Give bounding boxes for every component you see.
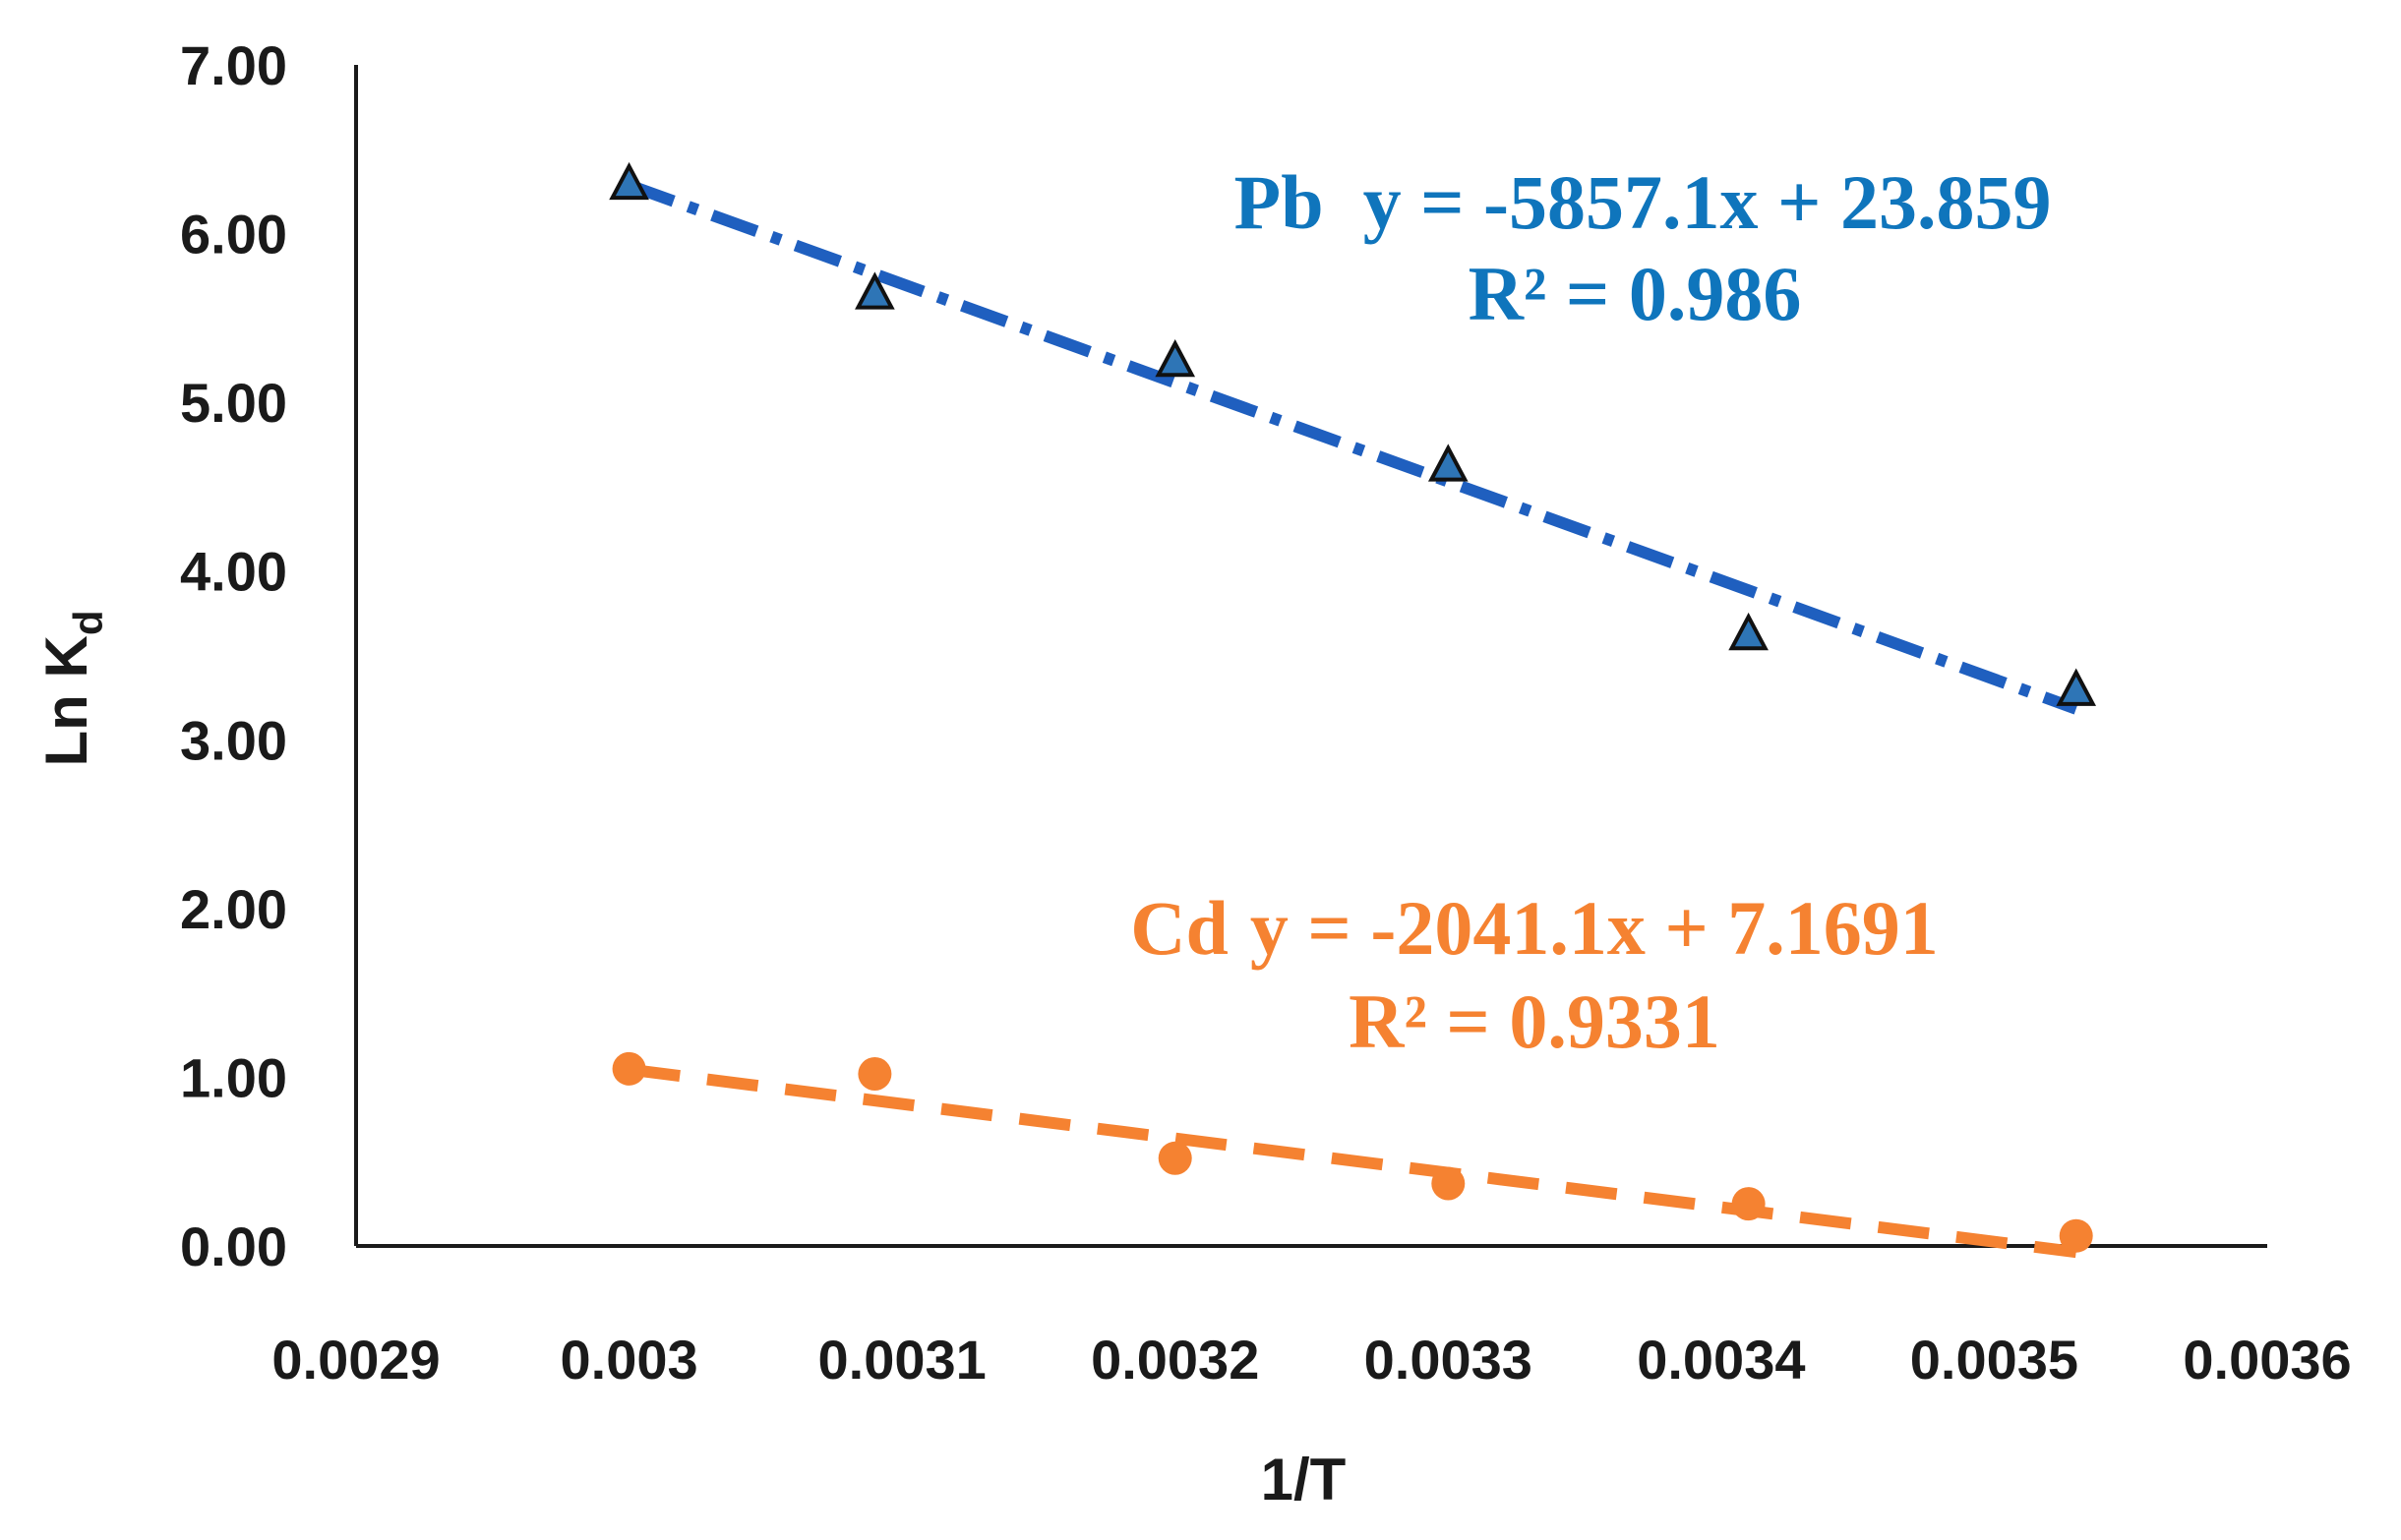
- x-tick-labels: 0.0029 0.003 0.0031 0.0032 0.0033 0.0034 0.003…: [271, 1329, 2351, 1391]
- cd-point: [1431, 1166, 1466, 1201]
- y-tick-label: 1.00: [180, 1046, 287, 1108]
- y-tick-label: 5.00: [180, 372, 287, 434]
- cd-equation-name: Cd: [1130, 885, 1229, 971]
- y-tick-labels: 0.00 1.00 2.00 3.00 4.00 5.00 6.00 7.00: [180, 34, 287, 1277]
- cd-r-squared: R² = 0.9331: [1349, 978, 1720, 1064]
- trendlines: [627, 179, 2078, 1259]
- y-tick-label: 3.00: [180, 709, 287, 771]
- y-axis-title-group: Ln Kd: [33, 611, 111, 767]
- x-tick-label: 0.0033: [1364, 1329, 1532, 1391]
- y-tick-label: 2.00: [180, 878, 287, 940]
- pb-point: [1728, 612, 1769, 651]
- cd-point: [2059, 1218, 2093, 1253]
- cd-trendline: [628, 1063, 2077, 1259]
- x-tick-label: 0.0035: [1910, 1329, 2078, 1391]
- pb-point: [1427, 444, 1469, 482]
- cd-equation-text: y = -2041.1x + 7.1691: [1250, 885, 1939, 971]
- x-tick-label: 0.003: [561, 1329, 698, 1391]
- data-points: [609, 161, 2097, 1253]
- cd-point: [612, 1051, 646, 1086]
- cd-point: [1158, 1141, 1192, 1175]
- pb-point: [609, 161, 649, 201]
- pb-equation-name: Pb: [1234, 159, 1324, 245]
- x-tick-label: 0.0034: [1637, 1329, 1805, 1391]
- x-tick-label: 0.0031: [818, 1329, 987, 1391]
- x-tick-label: 0.0036: [2183, 1329, 2351, 1391]
- cd-point: [1731, 1187, 1766, 1221]
- cd-point: [858, 1056, 892, 1091]
- x-axis-title: 1/T: [1261, 1447, 1347, 1512]
- axes: [354, 65, 2267, 1248]
- pb-trendline: [627, 179, 2078, 715]
- pb-point: [1155, 338, 1196, 378]
- pb-r-squared: R² = 0.986: [1469, 251, 1802, 336]
- pb-equation-text: y = -5857.1x + 23.859: [1363, 159, 2052, 245]
- pb-point: [855, 271, 895, 310]
- x-tick-label: 0.0032: [1091, 1329, 1259, 1391]
- y-axis-title: Ln Kd: [33, 611, 111, 767]
- cd-equation: Cd y = -2041.1x + 7.1691: [1130, 885, 1939, 971]
- y-tick-label: 7.00: [180, 34, 287, 96]
- y-axis-title-main: Ln K: [33, 635, 99, 766]
- pb-point: [2056, 668, 2097, 706]
- y-tick-label: 4.00: [180, 541, 287, 603]
- x-tick-label: 0.0029: [271, 1329, 440, 1391]
- pb-equation: Pb y = -5857.1x + 23.859: [1234, 159, 2052, 245]
- y-tick-label: 6.00: [180, 204, 287, 266]
- y-axis-title-subscript: d: [65, 611, 111, 636]
- y-tick-label: 0.00: [180, 1215, 287, 1277]
